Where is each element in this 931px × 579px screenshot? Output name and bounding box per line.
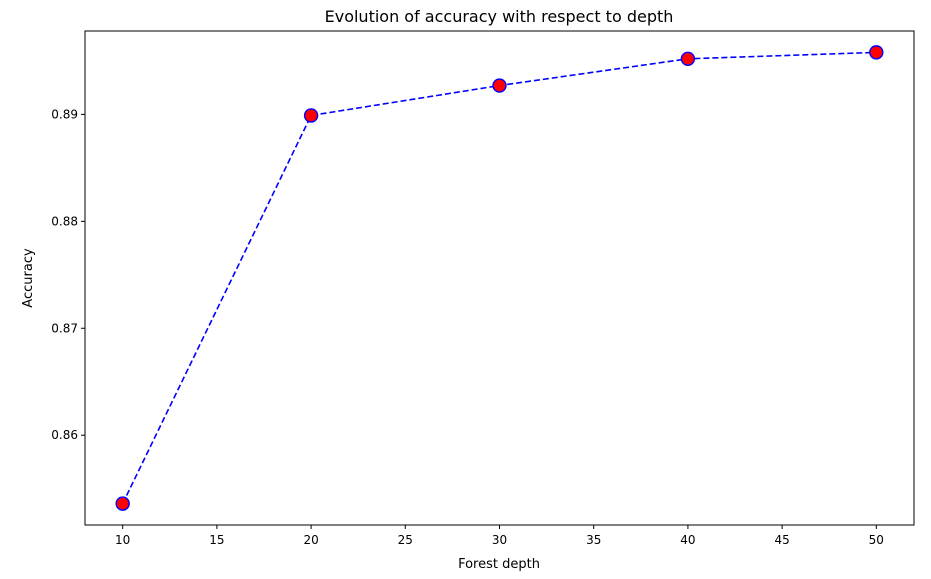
x-tick-label: 35 (586, 533, 601, 547)
data-point (115, 496, 130, 511)
data-point (492, 78, 507, 93)
data-point (869, 45, 884, 60)
data-point (680, 51, 696, 67)
x-axis-label: Forest depth (458, 557, 540, 572)
x-tick-label: 20 (303, 533, 318, 547)
series-line (121, 51, 877, 504)
data-point (303, 108, 319, 123)
chart-title: Evolution of accuracy with respect to de… (325, 7, 674, 26)
y-axis-ticks: 0.86 0.87 0.88 0.89 (51, 107, 85, 442)
x-tick-label: 10 (115, 533, 130, 547)
y-tick-label: 0.87 (51, 321, 78, 335)
x-tick-label: 45 (774, 533, 789, 547)
y-tick-label: 0.86 (51, 428, 78, 442)
x-tick-label: 15 (209, 533, 224, 547)
x-axis-ticks: 10 15 20 25 30 35 40 45 50 (115, 525, 884, 547)
x-tick-label: 30 (492, 533, 507, 547)
x-tick-label: 40 (680, 533, 695, 547)
series-layer (115, 45, 884, 511)
y-axis-label: Accuracy (21, 248, 36, 308)
y-tick-label: 0.88 (51, 214, 78, 228)
y-tick-label: 0.89 (51, 107, 78, 121)
plot-area-frame (84, 30, 915, 526)
x-tick-label: 50 (869, 533, 884, 547)
x-tick-label: 25 (398, 533, 413, 547)
